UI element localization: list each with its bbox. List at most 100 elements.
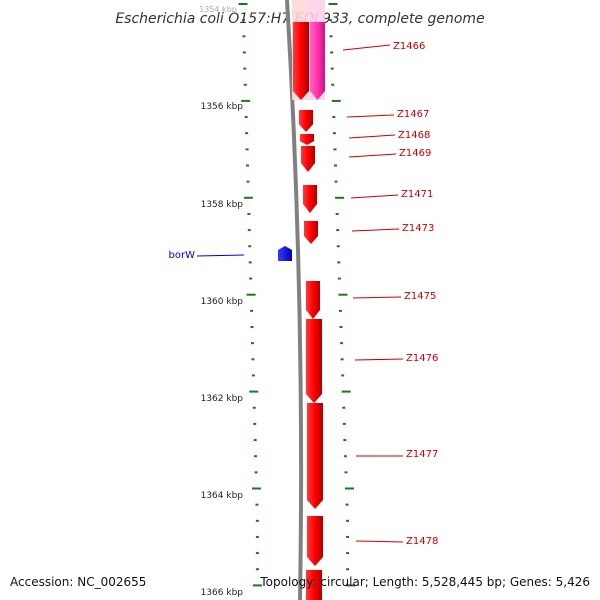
ruler-tick-left bbox=[255, 568, 259, 571]
ruler-tick-left bbox=[241, 19, 245, 22]
ruler-tick-left bbox=[246, 164, 249, 167]
gene-leader-line bbox=[196, 254, 245, 257]
gene-arrow-partial[interactable] bbox=[306, 570, 322, 600]
ruler-tick-right bbox=[345, 503, 349, 506]
gene-label-borw[interactable]: borW bbox=[169, 250, 196, 261]
gene-label-z1477[interactable]: Z1477 bbox=[406, 449, 438, 460]
gene-leader-line bbox=[355, 540, 404, 543]
ruler-tick-left bbox=[252, 584, 262, 587]
ruler-tick-left bbox=[254, 455, 258, 458]
gene-arrow-borw[interactable] bbox=[278, 246, 292, 261]
ruler-tick-right bbox=[341, 374, 345, 377]
gene-arrow-z1477[interactable] bbox=[307, 403, 323, 509]
ruler-tick-left bbox=[238, 3, 248, 5]
gene-leader-line bbox=[348, 153, 397, 158]
gene-label-z1471[interactable]: Z1471 bbox=[401, 189, 433, 200]
gene-arrow-z1469[interactable] bbox=[301, 146, 315, 172]
ruler-tick-left bbox=[253, 422, 257, 425]
ruler-tick-right bbox=[328, 3, 338, 5]
ruler-tick-right bbox=[339, 326, 343, 328]
gene-arrow-z1466[interactable] bbox=[310, 32, 325, 100]
ruler-tick-right bbox=[334, 164, 337, 167]
ruler-tick-right bbox=[336, 245, 340, 248]
ruler-tick-left bbox=[245, 148, 249, 151]
ruler-tick-right bbox=[338, 293, 348, 296]
ruler-tick-left bbox=[250, 309, 254, 312]
gene-arrow-z1476[interactable] bbox=[306, 319, 322, 403]
ruler-tick-right bbox=[346, 519, 350, 522]
ruler-label: 1364 kbp bbox=[201, 491, 244, 501]
gene-label-z1473[interactable]: Z1473 bbox=[402, 223, 434, 234]
gene-leader-line bbox=[352, 296, 402, 299]
genome-backbone bbox=[285, 0, 304, 600]
gene-leader-line bbox=[348, 134, 396, 139]
ruler-tick-right bbox=[344, 471, 348, 474]
gene-arrow-z1471[interactable] bbox=[303, 185, 317, 213]
gene-leader-line bbox=[342, 44, 391, 51]
ruler-tick-right bbox=[346, 535, 350, 538]
gene-arrow-z1466[interactable] bbox=[293, 32, 309, 100]
ruler-tick-right bbox=[332, 132, 336, 135]
gene-label-z1476[interactable]: Z1476 bbox=[406, 353, 438, 364]
gene-leader-line bbox=[346, 114, 395, 118]
ruler-tick-left bbox=[248, 245, 252, 248]
ruler-tick-left bbox=[246, 180, 250, 183]
ruler-tick-right bbox=[331, 99, 341, 102]
ruler-tick-right bbox=[342, 422, 346, 425]
gene-arrow-z1475[interactable] bbox=[306, 281, 320, 319]
gene-label-z1475[interactable]: Z1475 bbox=[404, 291, 436, 302]
gene-label-z1468[interactable]: Z1468 bbox=[398, 130, 430, 141]
gene-arrow-z1473[interactable] bbox=[304, 221, 318, 244]
ruler-tick-left bbox=[250, 342, 254, 345]
ruler-tick-right bbox=[346, 568, 350, 571]
ruler-label: 1358 kbp bbox=[201, 200, 244, 210]
ruler-tick-right bbox=[345, 487, 354, 490]
ruler-tick-left bbox=[241, 99, 251, 102]
ruler-label-faint: 1354 kbp bbox=[199, 5, 237, 14]
ruler-tick-left bbox=[244, 116, 248, 119]
ruler-tick-left bbox=[245, 132, 249, 135]
ruler-tick-left bbox=[255, 503, 259, 506]
ruler-tick-left bbox=[255, 535, 259, 538]
ruler-tick-left bbox=[252, 487, 261, 490]
gene-leader-line bbox=[354, 358, 404, 361]
gene-features bbox=[278, 22, 325, 600]
ruler-tick-right bbox=[341, 390, 351, 393]
ruler-label: 1362 kbp bbox=[201, 394, 244, 404]
ruler-tick-left bbox=[254, 471, 258, 474]
ruler-tick-left bbox=[255, 552, 259, 555]
ruler-tick-left bbox=[246, 293, 256, 296]
ruler-ticks bbox=[238, 3, 356, 587]
ruler-tick-right bbox=[337, 261, 341, 264]
ruler-tick-right bbox=[334, 180, 338, 183]
ruler-tick-left bbox=[252, 406, 256, 409]
gene-arrow-z1478[interactable] bbox=[307, 516, 323, 566]
ruler-tick-left bbox=[249, 390, 259, 393]
ruler-tick-right bbox=[333, 148, 337, 151]
ruler-tick-left bbox=[243, 67, 247, 70]
gene-label-z1466[interactable]: Z1466 bbox=[393, 41, 425, 52]
ruler-tick-right bbox=[331, 83, 335, 86]
ruler-tick-right bbox=[330, 51, 334, 54]
gene-arrow-z1466-pink-cap[interactable] bbox=[310, 22, 325, 32]
gene-arrow-z1466-cap[interactable] bbox=[293, 22, 309, 32]
gene-label-z1467[interactable]: Z1467 bbox=[397, 109, 429, 120]
ruler-tick-right bbox=[340, 358, 344, 361]
gene-label-z1469[interactable]: Z1469 bbox=[399, 148, 431, 159]
topology-text: Topology: circular; Length: 5,528,445 bp… bbox=[259, 575, 590, 589]
accession-text: Accession: NC_002655 bbox=[10, 575, 146, 589]
ruler-label: 1366 kbp bbox=[201, 588, 244, 598]
ruler-tick-right bbox=[329, 35, 333, 38]
ruler-tick-left bbox=[247, 212, 251, 215]
gene-arrow-z1468[interactable] bbox=[300, 134, 314, 145]
ruler-label: 1356 kbp bbox=[201, 102, 244, 112]
ruler-tick-right bbox=[346, 552, 350, 555]
gene-label-z1478[interactable]: Z1478 bbox=[406, 536, 438, 547]
gene-arrow-z1467[interactable] bbox=[299, 110, 313, 132]
ruler-tick-left bbox=[250, 326, 254, 328]
ruler-tick-left bbox=[251, 358, 255, 361]
ruler-tick-left bbox=[243, 196, 253, 199]
ruler-label: 1360 kbp bbox=[201, 297, 244, 307]
ruler-tick-right bbox=[338, 309, 342, 312]
